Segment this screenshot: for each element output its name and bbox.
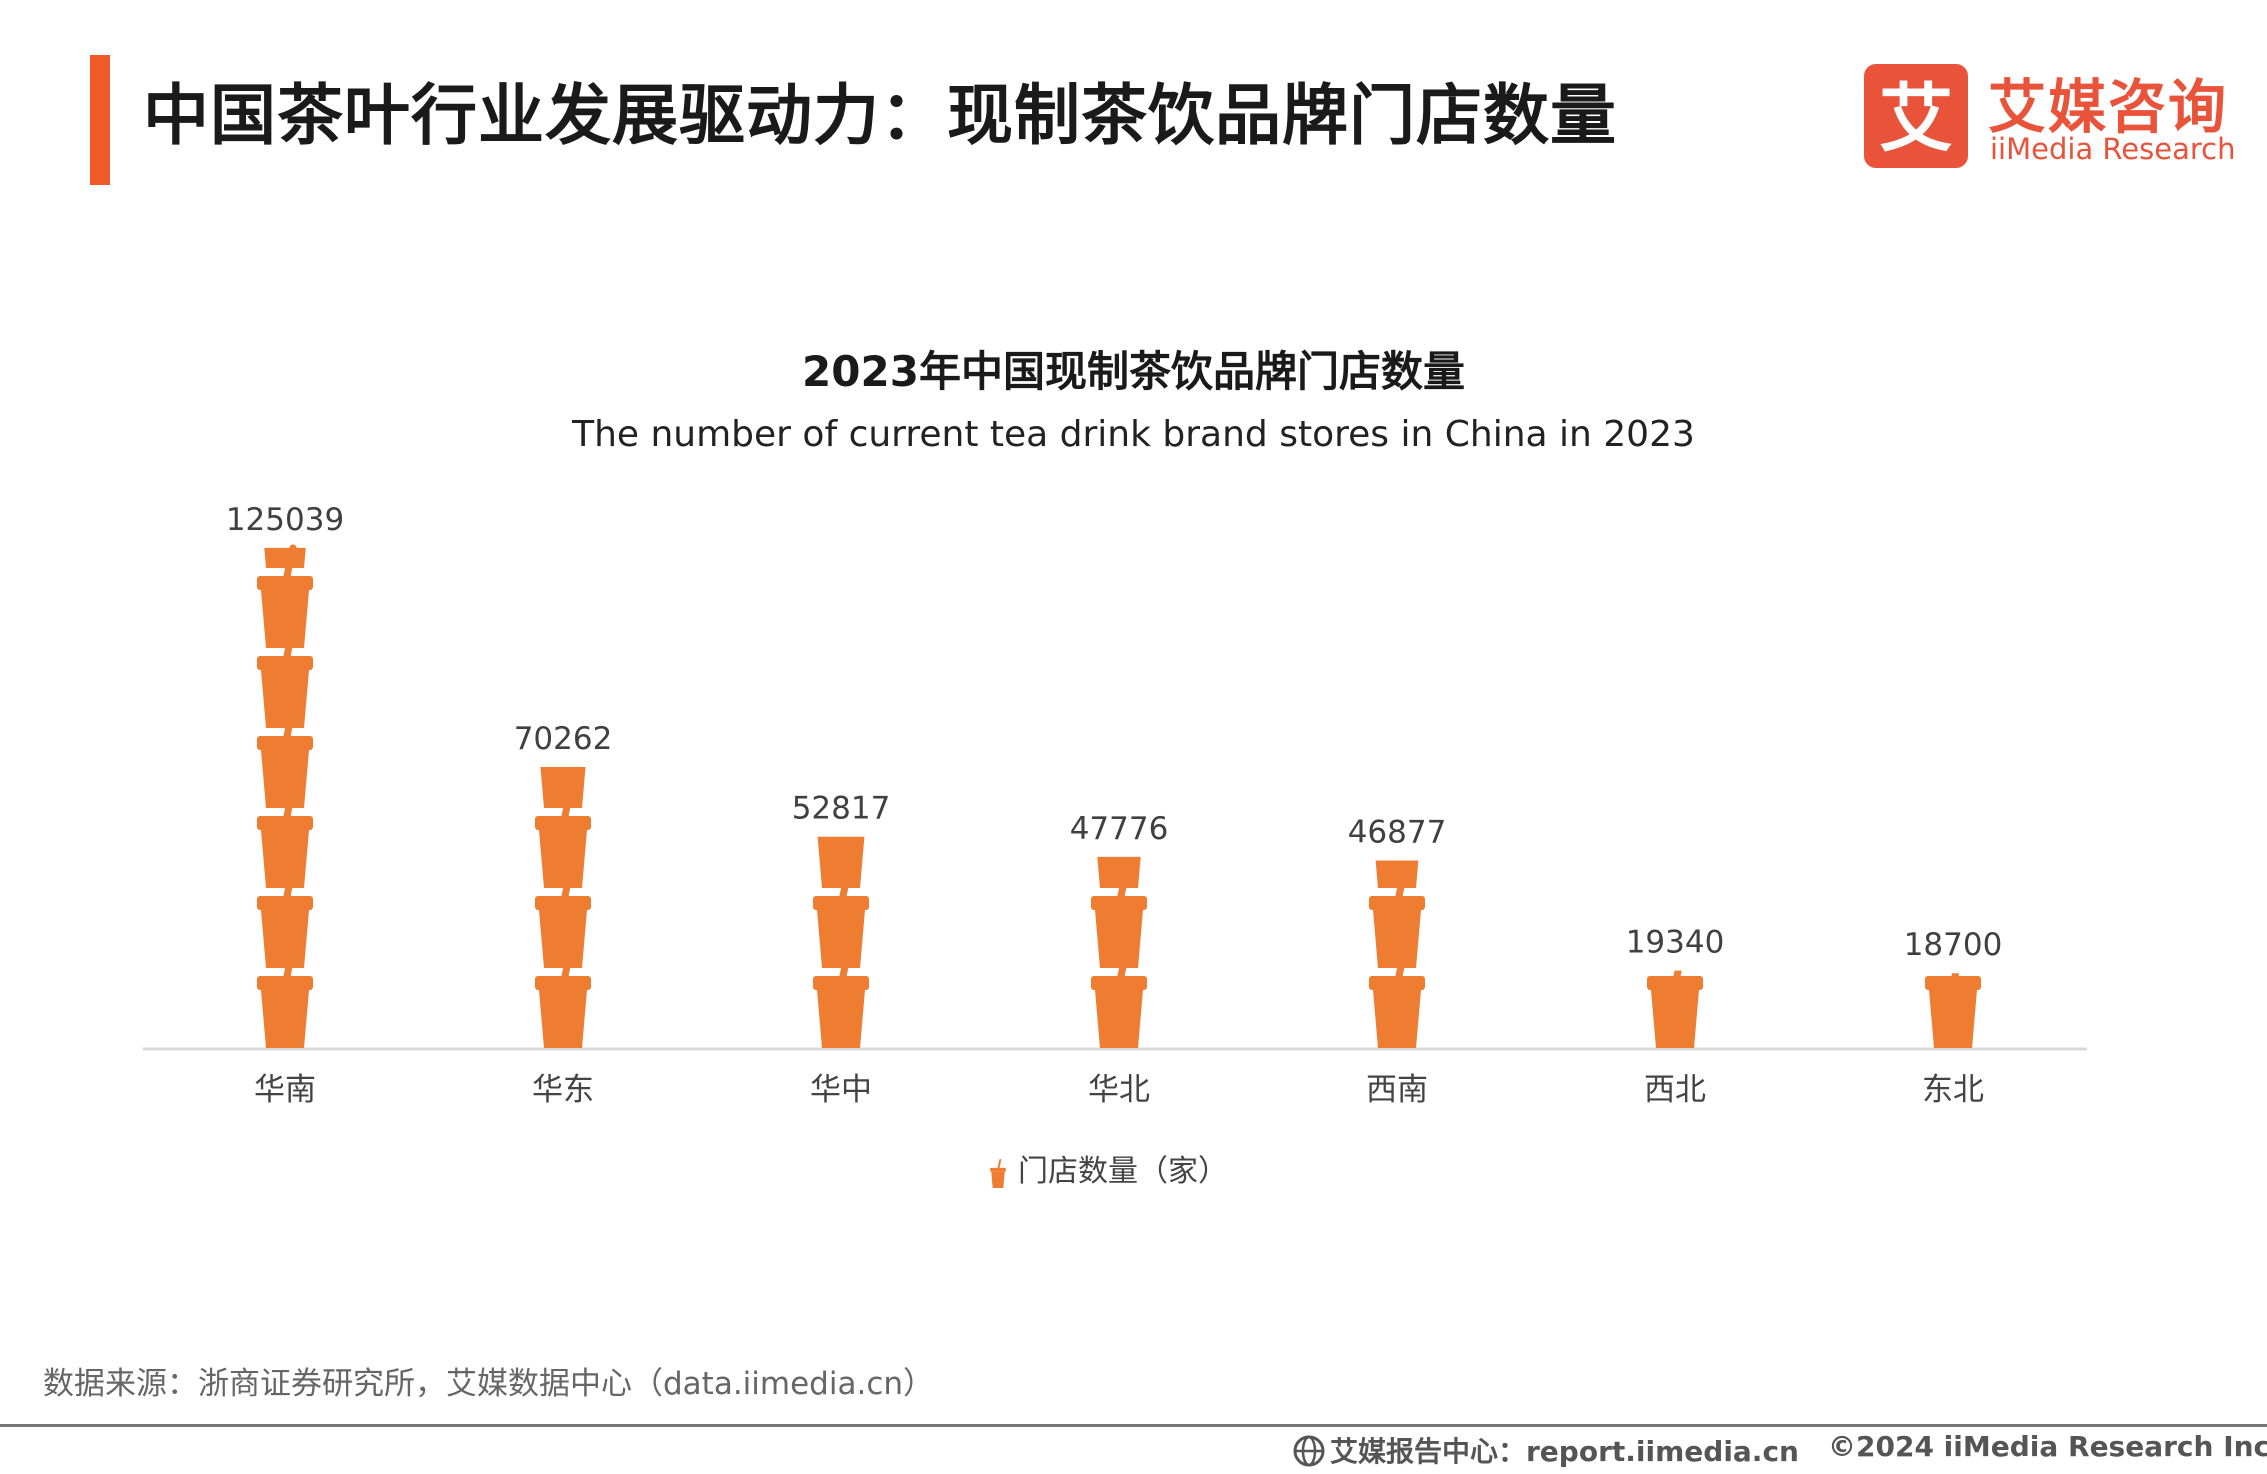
tea-cup-icon-partial <box>1373 860 1421 888</box>
bar-西南 <box>1369 860 1425 1048</box>
tea-cup-icon-partial <box>817 836 865 888</box>
tea-cup-icon-partial <box>1095 856 1143 888</box>
tea-cup-icon <box>813 864 869 968</box>
logo-text-cn: 艾媒咨询 <box>1988 73 2229 141</box>
tea-cup-icon-partial <box>1925 973 1981 1048</box>
bar-华中 <box>813 836 869 1048</box>
chart-subtitle: The number of current tea drink brand st… <box>572 414 1695 455</box>
brand-logo: 艾 艾媒咨询 iiMedia Research <box>1864 60 2244 170</box>
chart-title: 2023年中国现制茶饮品牌门店数量 <box>802 347 1465 396</box>
data-label: 19340 <box>1626 925 1725 961</box>
legend-label: 门店数量（家） <box>1018 1154 1228 1189</box>
footer-divider <box>0 1424 2267 1427</box>
data-label: 47776 <box>1070 811 1169 847</box>
source-note: 数据来源：浙商证券研究所，艾媒数据中心（data.iimedia.cn） <box>43 1366 935 1402</box>
bar-华南 <box>257 544 313 1048</box>
legend-tea-cup-icon <box>990 1159 1006 1188</box>
x-tick-label: 华中 <box>810 1072 872 1108</box>
tea-cup-icon <box>1091 944 1147 1048</box>
tea-cup-icon <box>1369 864 1425 968</box>
data-label: 52817 <box>792 791 891 827</box>
tea-cup-icon <box>535 944 591 1048</box>
bar-华北 <box>1091 856 1147 1048</box>
globe-icon <box>1293 1435 1325 1467</box>
logo-mark-char: 艾 <box>1879 76 1953 162</box>
title-accent-bar <box>90 55 110 185</box>
data-label: 46877 <box>1348 814 1447 850</box>
page-title: 中国茶叶行业发展驱动力：现制茶饮品牌门店数量 <box>143 77 1617 154</box>
footer-report-text: 艾媒报告中心：report.iimedia.cn <box>1330 1435 1799 1468</box>
data-label: 125039 <box>226 502 344 538</box>
tea-cup-icon <box>257 624 313 728</box>
x-tick-label: 东北 <box>1922 1072 1984 1108</box>
x-tick-label: 西北 <box>1644 1072 1706 1108</box>
x-tick-label: 西南 <box>1366 1072 1428 1108</box>
tea-cup-icon-partial <box>261 547 309 568</box>
logo-mark-icon: 艾 <box>1864 64 1968 168</box>
logo-text-en: iiMedia Research <box>1990 132 2236 166</box>
x-tick-label: 华南 <box>254 1072 316 1108</box>
tea-cup-icon-partial <box>539 766 587 808</box>
x-tick-label: 华北 <box>1088 1072 1150 1108</box>
bar-西北 <box>1647 970 1703 1048</box>
bar-东北 <box>1925 973 1981 1048</box>
footer-copyright: ©2024 iiMedia Research Inc <box>1828 1430 2267 1463</box>
data-label: 18700 <box>1904 927 2003 963</box>
footer-report: 艾媒报告中心：report.iimedia.cn <box>1292 1430 1799 1470</box>
bar-华东 <box>535 766 591 1048</box>
tea-cup-icon-partial <box>1647 970 1703 1048</box>
x-tick-label: 华东 <box>532 1072 594 1108</box>
data-label: 70262 <box>514 721 613 757</box>
